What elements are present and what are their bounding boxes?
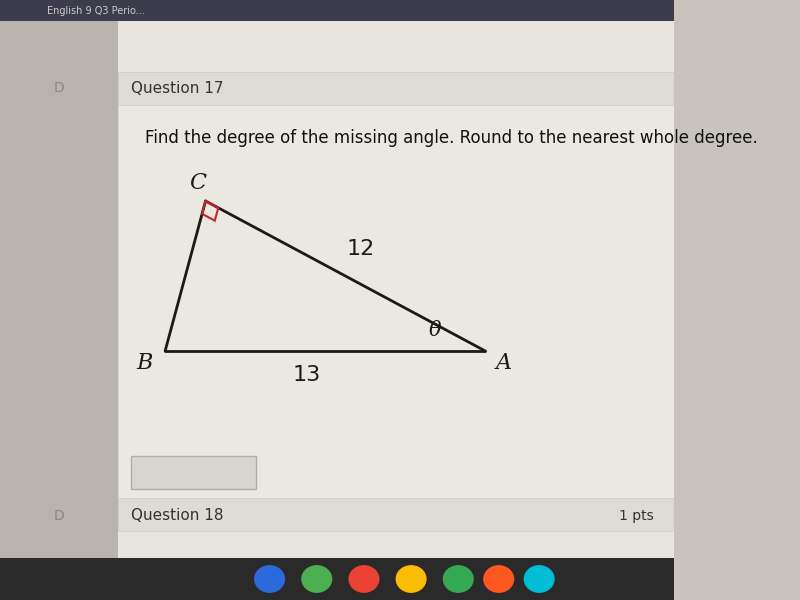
- Bar: [0, 21, 118, 558]
- Circle shape: [254, 566, 285, 592]
- Text: C: C: [189, 172, 206, 194]
- Bar: [118, 21, 674, 558]
- Text: D: D: [54, 82, 64, 95]
- Text: 1 pts: 1 pts: [619, 509, 654, 523]
- Text: Question 17: Question 17: [131, 81, 224, 96]
- Text: 12: 12: [346, 239, 374, 259]
- Text: B: B: [137, 352, 153, 374]
- Bar: [118, 498, 674, 531]
- Bar: [118, 72, 674, 513]
- Text: Question 18: Question 18: [131, 508, 224, 523]
- Circle shape: [524, 566, 554, 592]
- Bar: [0, 0, 674, 21]
- Text: A: A: [496, 352, 512, 374]
- Bar: [118, 72, 674, 105]
- Bar: [131, 456, 256, 489]
- Circle shape: [443, 566, 473, 592]
- Text: θ: θ: [428, 320, 441, 340]
- Text: English 9 Q3 Perio...: English 9 Q3 Perio...: [47, 5, 145, 16]
- Text: Find the degree of the missing angle. Round to the nearest whole degree.: Find the degree of the missing angle. Ro…: [145, 129, 758, 147]
- Circle shape: [396, 566, 426, 592]
- Circle shape: [302, 566, 331, 592]
- Circle shape: [484, 566, 514, 592]
- Text: 13: 13: [293, 365, 321, 385]
- Bar: [0, 558, 674, 600]
- Text: D: D: [54, 509, 64, 523]
- Circle shape: [349, 566, 378, 592]
